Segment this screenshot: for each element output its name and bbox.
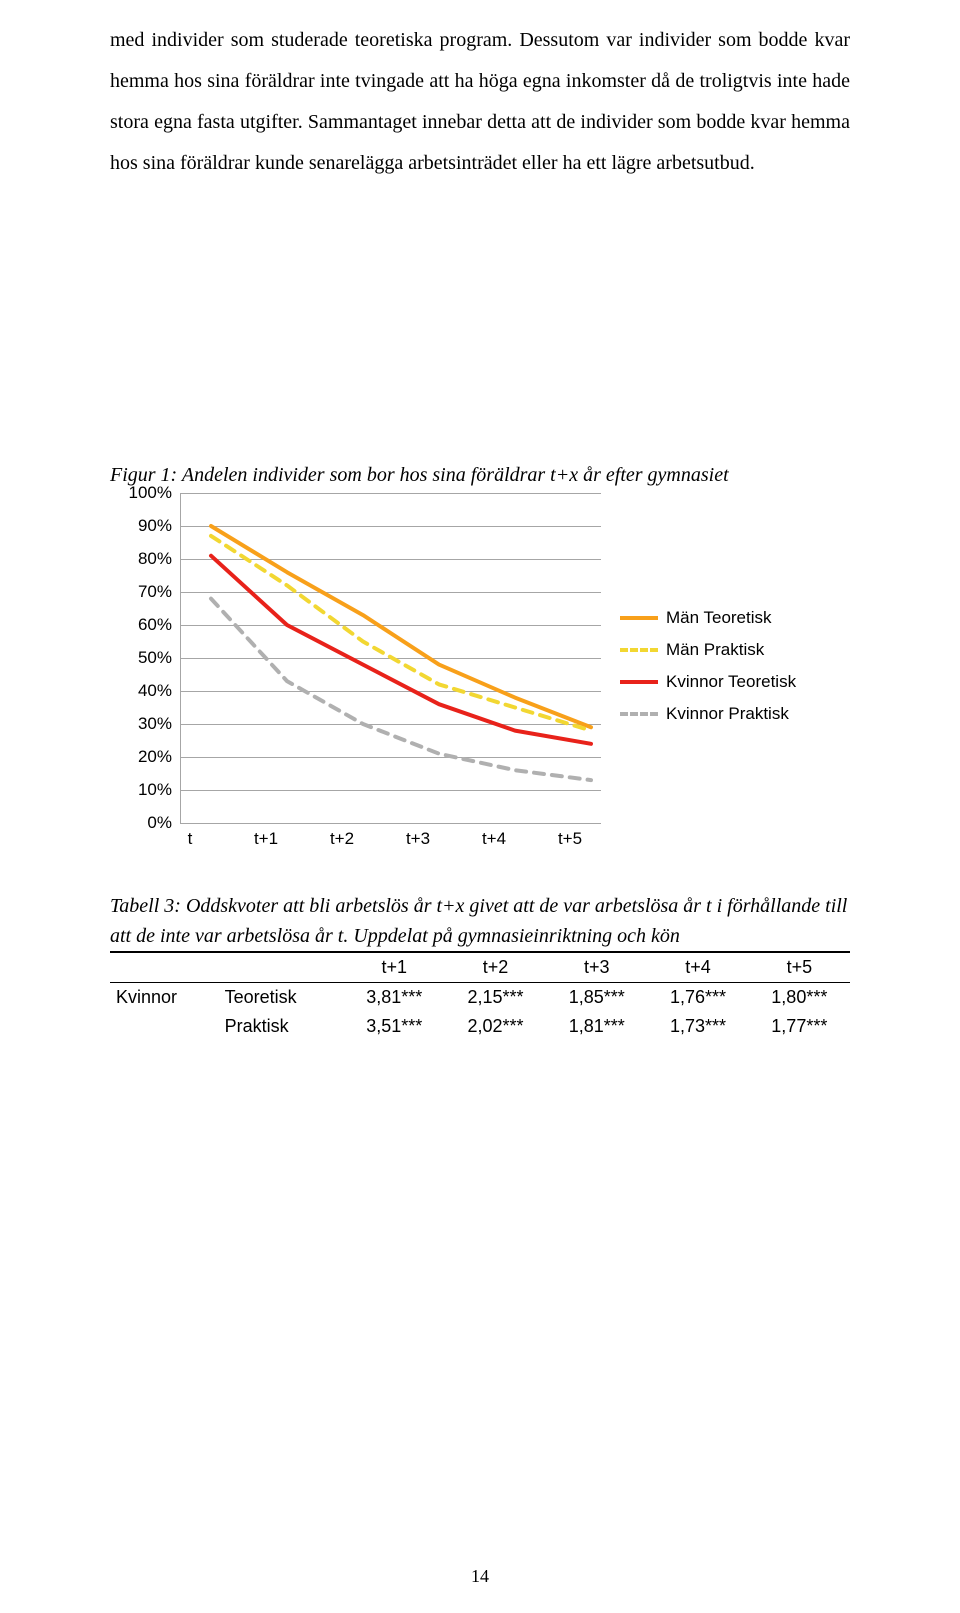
chart-series-line [211,556,591,744]
table-cell: 1,80*** [749,983,850,1013]
chart-series-line [211,526,591,727]
table-cell: Praktisk [219,1012,344,1041]
table-cell: 1,77*** [749,1012,850,1041]
table-header-cell: t+1 [344,952,445,983]
table-cell: 2,02*** [445,1012,546,1041]
legend-label: Kvinnor Praktisk [666,704,789,724]
legend-swatch [620,616,658,620]
y-axis-label: 50% [117,648,172,668]
table-header-cell [110,952,219,983]
table-header-cell: t+5 [749,952,850,983]
table-cell: 3,51*** [344,1012,445,1041]
x-axis-label: t [170,829,210,849]
x-axis-label: t+4 [474,829,514,849]
y-axis-label: 40% [117,681,172,701]
table-cell: 1,81*** [546,1012,647,1041]
x-axis-label: t+3 [398,829,438,849]
odds-table: t+1t+2t+3t+4t+5 KvinnorTeoretisk3,81***2… [110,951,850,1041]
table-cell: 1,76*** [647,983,748,1013]
y-axis-label: 20% [117,747,172,767]
legend-label: Män Teoretisk [666,608,772,628]
y-axis-label: 90% [117,516,172,536]
y-axis-label: 0% [117,813,172,833]
table-header-cell: t+3 [546,952,647,983]
legend-item: Män Teoretisk [620,608,796,628]
legend-swatch [620,648,658,652]
table-cell: 2,15*** [445,983,546,1013]
table-cell [110,1012,219,1041]
y-axis-label: 10% [117,780,172,800]
table-cell: 1,85*** [546,983,647,1013]
x-axis-label: t+5 [550,829,590,849]
table-row: Praktisk3,51***2,02***1,81***1,73***1,77… [110,1012,850,1041]
chart-series-line [211,536,591,731]
legend-item: Män Praktisk [620,640,796,660]
line-chart: 0%10%20%30%40%50%60%70%80%90%100% tt+1t+… [110,493,850,863]
legend-label: Kvinnor Teoretisk [666,672,796,692]
table-header-cell: t+2 [445,952,546,983]
x-axis-label: t+2 [322,829,362,849]
table-caption: Tabell 3: Oddskvoter att bli arbetslös å… [110,891,850,951]
legend-label: Män Praktisk [666,640,764,660]
legend-swatch [620,712,658,716]
legend-item: Kvinnor Praktisk [620,704,796,724]
figure-caption: Figur 1: Andelen individer som bor hos s… [110,464,850,487]
table-header-cell: t+4 [647,952,748,983]
table-cell: Teoretisk [219,983,344,1013]
y-axis-label: 30% [117,714,172,734]
legend-item: Kvinnor Teoretisk [620,672,796,692]
y-axis-label: 70% [117,582,172,602]
table-header-cell [219,952,344,983]
legend-swatch [620,680,658,684]
table-cell: 1,73*** [647,1012,748,1041]
body-paragraph: med individer som studerade teoretiska p… [110,20,850,184]
page-number: 14 [0,1566,960,1587]
y-axis-label: 100% [117,483,172,503]
y-axis-label: 60% [117,615,172,635]
y-axis-label: 80% [117,549,172,569]
chart-series-line [211,599,591,781]
table-cell: Kvinnor [110,983,219,1013]
table-cell: 3,81*** [344,983,445,1013]
table-row: KvinnorTeoretisk3,81***2,15***1,85***1,7… [110,983,850,1013]
x-axis-label: t+1 [246,829,286,849]
